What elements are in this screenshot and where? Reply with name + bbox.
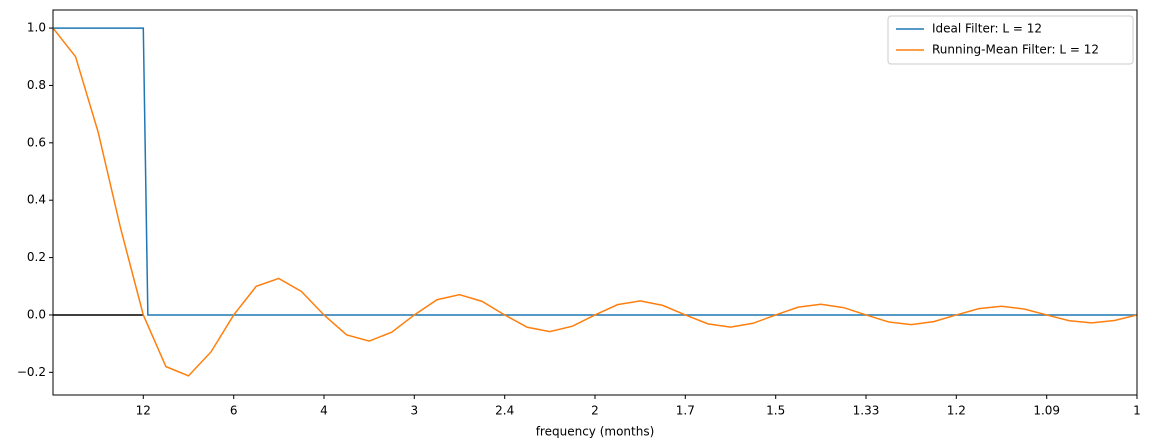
x-tick-label: 1.09 bbox=[1033, 404, 1060, 418]
x-tick-label: 4 bbox=[320, 404, 328, 418]
x-tick-label: 2 bbox=[591, 404, 599, 418]
x-tick-label: 1.2 bbox=[947, 404, 966, 418]
legend: Ideal Filter: L = 12 Running-Mean Filter:… bbox=[887, 15, 1134, 65]
x-axis-label: frequency (months) bbox=[536, 425, 655, 439]
y-tick-label: −0.2 bbox=[17, 365, 46, 379]
y-tick-label: 0.2 bbox=[27, 250, 46, 264]
x-tick-label: 1.5 bbox=[766, 404, 785, 418]
legend-box bbox=[887, 15, 1134, 65]
x-tick-label: 2.4 bbox=[495, 404, 514, 418]
legend-label: Ideal Filter: L = 12 bbox=[932, 22, 1042, 36]
y-tick-label: 0.8 bbox=[27, 78, 46, 92]
y-tick-label: 0.0 bbox=[27, 307, 46, 321]
line-series bbox=[53, 27, 1137, 377]
x-tick-label: 12 bbox=[136, 404, 151, 418]
x-tick-label: 3 bbox=[410, 404, 418, 418]
plot-frame bbox=[52, 9, 1138, 396]
x-tick-label: 1.7 bbox=[676, 404, 695, 418]
x-tick-label: 1.33 bbox=[853, 404, 880, 418]
x-tick-label: 6 bbox=[230, 404, 238, 418]
x-tick-label: 1 bbox=[1133, 404, 1141, 418]
legend-label: Running-Mean Filter: L = 12 bbox=[932, 43, 1099, 57]
y-tick-label: 0.4 bbox=[27, 193, 46, 207]
y-tick-label: 1.0 bbox=[27, 21, 46, 35]
y-tick-label: 0.6 bbox=[27, 135, 46, 149]
line-series bbox=[53, 27, 1137, 316]
